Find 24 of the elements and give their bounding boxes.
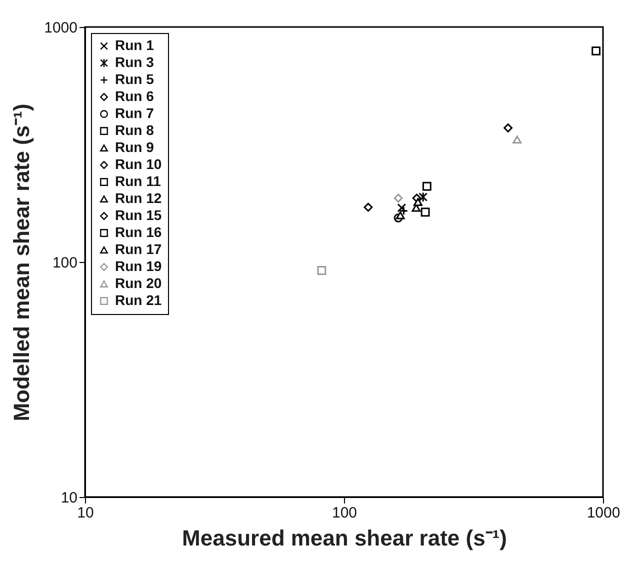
y-axis-title: Modelled mean shear rate (s⁻¹) xyxy=(9,104,34,422)
legend-label: Run 21 xyxy=(115,292,162,308)
legend-label: Run 5 xyxy=(115,71,154,87)
legend-label: Run 9 xyxy=(115,139,154,155)
legend-label: Run 17 xyxy=(115,241,162,257)
legend-label: Run 20 xyxy=(115,275,162,291)
legend-label: Run 7 xyxy=(115,105,154,121)
legend-label: Run 11 xyxy=(115,173,162,189)
y-tick-label: 10 xyxy=(60,490,78,506)
legend-label: Run 1 xyxy=(115,37,154,53)
legend-label: Run 10 xyxy=(115,156,162,172)
legend-label: Run 8 xyxy=(115,122,154,138)
x-axis-title: Measured mean shear rate (s⁻¹) xyxy=(182,526,507,550)
x-tick-label: 100 xyxy=(332,504,358,522)
legend-label: Run 12 xyxy=(115,190,162,206)
x-tick-label: 10 xyxy=(77,504,94,522)
legend-label: Run 3 xyxy=(115,54,154,70)
legend-label: Run 6 xyxy=(115,88,154,104)
y-tick-label: 100 xyxy=(52,254,78,272)
legend-label: Run 15 xyxy=(115,207,162,223)
legend-label: Run 19 xyxy=(115,258,162,274)
x-tick-label: 1000 xyxy=(586,504,620,522)
y-tick-label: 1000 xyxy=(44,20,78,36)
legend-label: Run 16 xyxy=(115,224,162,240)
